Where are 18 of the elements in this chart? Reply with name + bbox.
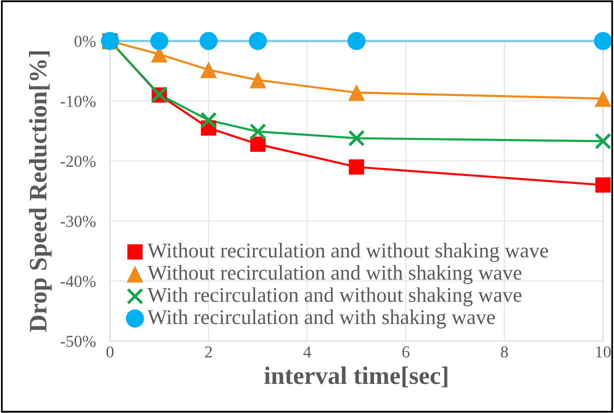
x-tick-label: 6 [402, 346, 410, 358]
x-tick-label: 2 [205, 346, 212, 358]
legend-label: Without recirculation and without shaking wave [148, 242, 548, 262]
y-tick-label: 0% [74, 36, 96, 47]
x-tick-label: 0 [106, 346, 114, 358]
legend-label: With recirculation and with shaking wave [148, 310, 495, 328]
legend-label: With recirculation and without shaking wave [148, 287, 522, 306]
y-tick-label: -40% [60, 276, 96, 287]
y-tick-label: -50% [60, 336, 96, 347]
y-tick-label: -10% [60, 96, 96, 107]
y-tick-label: -20% [60, 156, 96, 167]
x-tick-label: 8 [500, 346, 508, 358]
y-tick-label: -30% [60, 216, 96, 227]
y-axis-title: Drop Speed Reduction[%] [29, 51, 52, 332]
x-axis-title: interval time[sec] [264, 366, 448, 388]
legend-label: Without recirculation and with shaking wave [148, 265, 522, 284]
x-tick-label: 10 [596, 346, 611, 358]
x-tick-label: 4 [303, 346, 312, 358]
